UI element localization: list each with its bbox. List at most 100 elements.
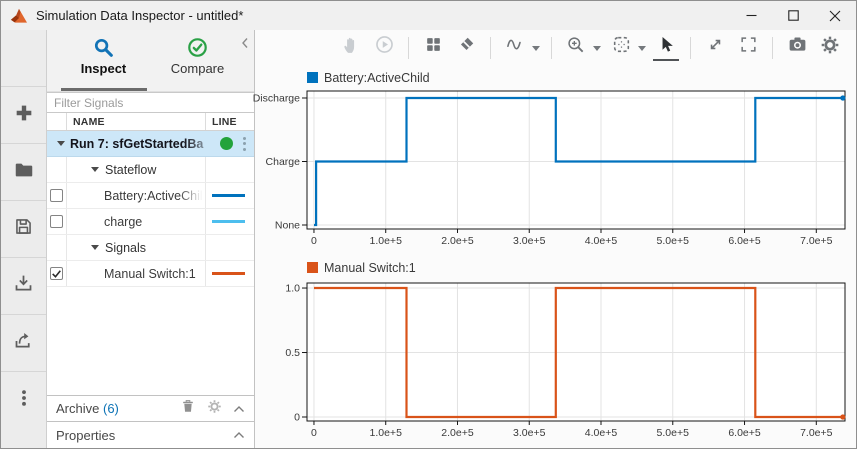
gear-icon[interactable] bbox=[207, 399, 222, 419]
zoom-in-icon bbox=[566, 35, 586, 60]
svg-text:7.0e+5: 7.0e+5 bbox=[800, 427, 833, 439]
table-header: NAME LINE bbox=[47, 113, 254, 131]
gear-tool-button[interactable] bbox=[817, 35, 843, 61]
svg-text:2.0e+5: 2.0e+5 bbox=[441, 427, 474, 439]
export-button[interactable] bbox=[1, 314, 46, 371]
svg-text:Charge: Charge bbox=[266, 156, 301, 168]
import-button[interactable] bbox=[1, 257, 46, 314]
signal-label: charge bbox=[104, 215, 142, 229]
line-style-swatch bbox=[212, 272, 245, 275]
collapse-panel-button[interactable] bbox=[241, 36, 249, 54]
svg-text:3.0e+5: 3.0e+5 bbox=[513, 427, 546, 439]
expander-icon[interactable] bbox=[91, 167, 99, 172]
archive-label: Archive bbox=[56, 401, 99, 416]
signal-checkbox[interactable] bbox=[50, 189, 63, 202]
group-label: Signals bbox=[105, 241, 146, 255]
hand-pan-icon bbox=[341, 35, 361, 60]
signal-checkbox[interactable] bbox=[50, 267, 63, 280]
svg-text:Discharge: Discharge bbox=[253, 93, 300, 105]
manual-switch-chart[interactable]: 01.0e+52.0e+53.0e+54.0e+55.0e+56.0e+57.0… bbox=[255, 252, 856, 449]
signal-row[interactable]: Battery:ActiveChil bbox=[47, 183, 254, 209]
replay-icon bbox=[374, 34, 395, 60]
search-icon bbox=[93, 37, 114, 58]
properties-bar[interactable]: Properties bbox=[47, 421, 254, 448]
signal-row[interactable]: charge bbox=[47, 209, 254, 235]
dropdown-caret-icon[interactable] bbox=[638, 46, 646, 51]
eraser-tool-button[interactable] bbox=[453, 35, 479, 61]
toolbar-divider bbox=[408, 37, 409, 59]
svg-text:3.0e+5: 3.0e+5 bbox=[513, 235, 546, 247]
row-menu-icon[interactable] bbox=[240, 135, 249, 153]
cursor-arrow-icon bbox=[657, 35, 676, 59]
add-button[interactable] bbox=[1, 86, 46, 143]
expand-icon bbox=[706, 35, 725, 59]
svg-text:Manual Switch:1: Manual Switch:1 bbox=[324, 261, 416, 275]
svg-text:0: 0 bbox=[311, 427, 317, 439]
dropdown-caret-icon[interactable] bbox=[532, 46, 540, 51]
archive-count: (6) bbox=[103, 401, 119, 416]
svg-text:0.5: 0.5 bbox=[285, 347, 300, 359]
group-label: Stateflow bbox=[105, 163, 156, 177]
sidebar: Inspect Compare NAME bbox=[47, 30, 255, 448]
fit-view-tool-button[interactable] bbox=[608, 35, 634, 61]
line-style-swatch bbox=[212, 194, 245, 197]
more-options-button[interactable] bbox=[1, 371, 46, 428]
maximize-button[interactable] bbox=[772, 1, 814, 30]
chevron-left-icon bbox=[241, 37, 249, 49]
chevron-up-icon[interactable] bbox=[233, 426, 245, 444]
tab-compare-label: Compare bbox=[171, 61, 224, 76]
signal-wave-tool-button[interactable] bbox=[502, 35, 528, 61]
chevron-up-icon[interactable] bbox=[233, 400, 245, 418]
signal-row[interactable]: Manual Switch:1 bbox=[47, 261, 254, 287]
camera-tool-button[interactable] bbox=[784, 35, 810, 61]
matlab-logo-icon bbox=[10, 8, 28, 24]
toolbar-divider bbox=[551, 37, 552, 59]
trash-icon[interactable] bbox=[180, 398, 196, 419]
expander-icon[interactable] bbox=[91, 245, 99, 250]
svg-text:0: 0 bbox=[311, 235, 317, 247]
tab-inspect[interactable]: Inspect bbox=[61, 30, 147, 91]
title-bar: Simulation Data Inspector - untitled* bbox=[1, 1, 856, 30]
export-icon bbox=[13, 330, 34, 356]
checkbox-column-header bbox=[47, 113, 67, 130]
zoom-in-tool-button[interactable] bbox=[563, 35, 589, 61]
svg-text:Battery:ActiveChild: Battery:ActiveChild bbox=[324, 71, 430, 85]
expander-icon[interactable] bbox=[57, 141, 65, 146]
svg-text:0: 0 bbox=[294, 412, 300, 424]
toolbar-divider bbox=[690, 37, 691, 59]
charts-toolbar bbox=[255, 30, 856, 66]
dropdown-caret-icon[interactable] bbox=[593, 46, 601, 51]
close-button[interactable] bbox=[814, 1, 856, 30]
run-row[interactable]: Run 7: sfGetStartedBa bbox=[47, 131, 254, 157]
group-row-signals[interactable]: Signals bbox=[47, 235, 254, 261]
cursor-arrow-tool-button[interactable] bbox=[653, 35, 679, 61]
expand-tool-button[interactable] bbox=[702, 35, 728, 61]
kebab-icon bbox=[14, 387, 34, 414]
replay-tool-button[interactable] bbox=[371, 35, 397, 61]
tab-compare[interactable]: Compare bbox=[155, 30, 241, 91]
open-button[interactable] bbox=[1, 143, 46, 200]
archive-bar[interactable]: Archive (6) bbox=[47, 395, 254, 421]
hand-pan-tool-button[interactable] bbox=[338, 35, 364, 61]
line-style-swatch bbox=[212, 220, 245, 223]
name-column-header: NAME bbox=[67, 113, 206, 130]
signal-label: Manual Switch:1 bbox=[104, 267, 196, 281]
save-button[interactable] bbox=[1, 200, 46, 257]
fullscreen-tool-button[interactable] bbox=[735, 35, 761, 61]
run-status-dot bbox=[220, 137, 233, 150]
signal-label: Battery:ActiveChil bbox=[104, 189, 203, 203]
window-title: Simulation Data Inspector - untitled* bbox=[36, 8, 730, 23]
battery-activechild-chart[interactable]: 01.0e+52.0e+53.0e+54.0e+55.0e+56.0e+57.0… bbox=[255, 66, 856, 252]
svg-text:1.0e+5: 1.0e+5 bbox=[370, 235, 403, 247]
minimize-button[interactable] bbox=[730, 1, 772, 30]
properties-label: Properties bbox=[56, 428, 233, 443]
tree-empty-area bbox=[47, 287, 254, 395]
run-label: Run 7: sfGetStartedBa bbox=[70, 137, 220, 151]
signal-checkbox[interactable] bbox=[50, 215, 63, 228]
group-row-stateflow[interactable]: Stateflow bbox=[47, 157, 254, 183]
app-window: Simulation Data Inspector - untitled* bbox=[0, 0, 857, 449]
fullscreen-icon bbox=[739, 35, 758, 59]
layout-grid-tool-button[interactable] bbox=[420, 35, 446, 61]
filter-signals-input[interactable] bbox=[47, 92, 254, 113]
svg-text:1.0: 1.0 bbox=[285, 283, 300, 295]
